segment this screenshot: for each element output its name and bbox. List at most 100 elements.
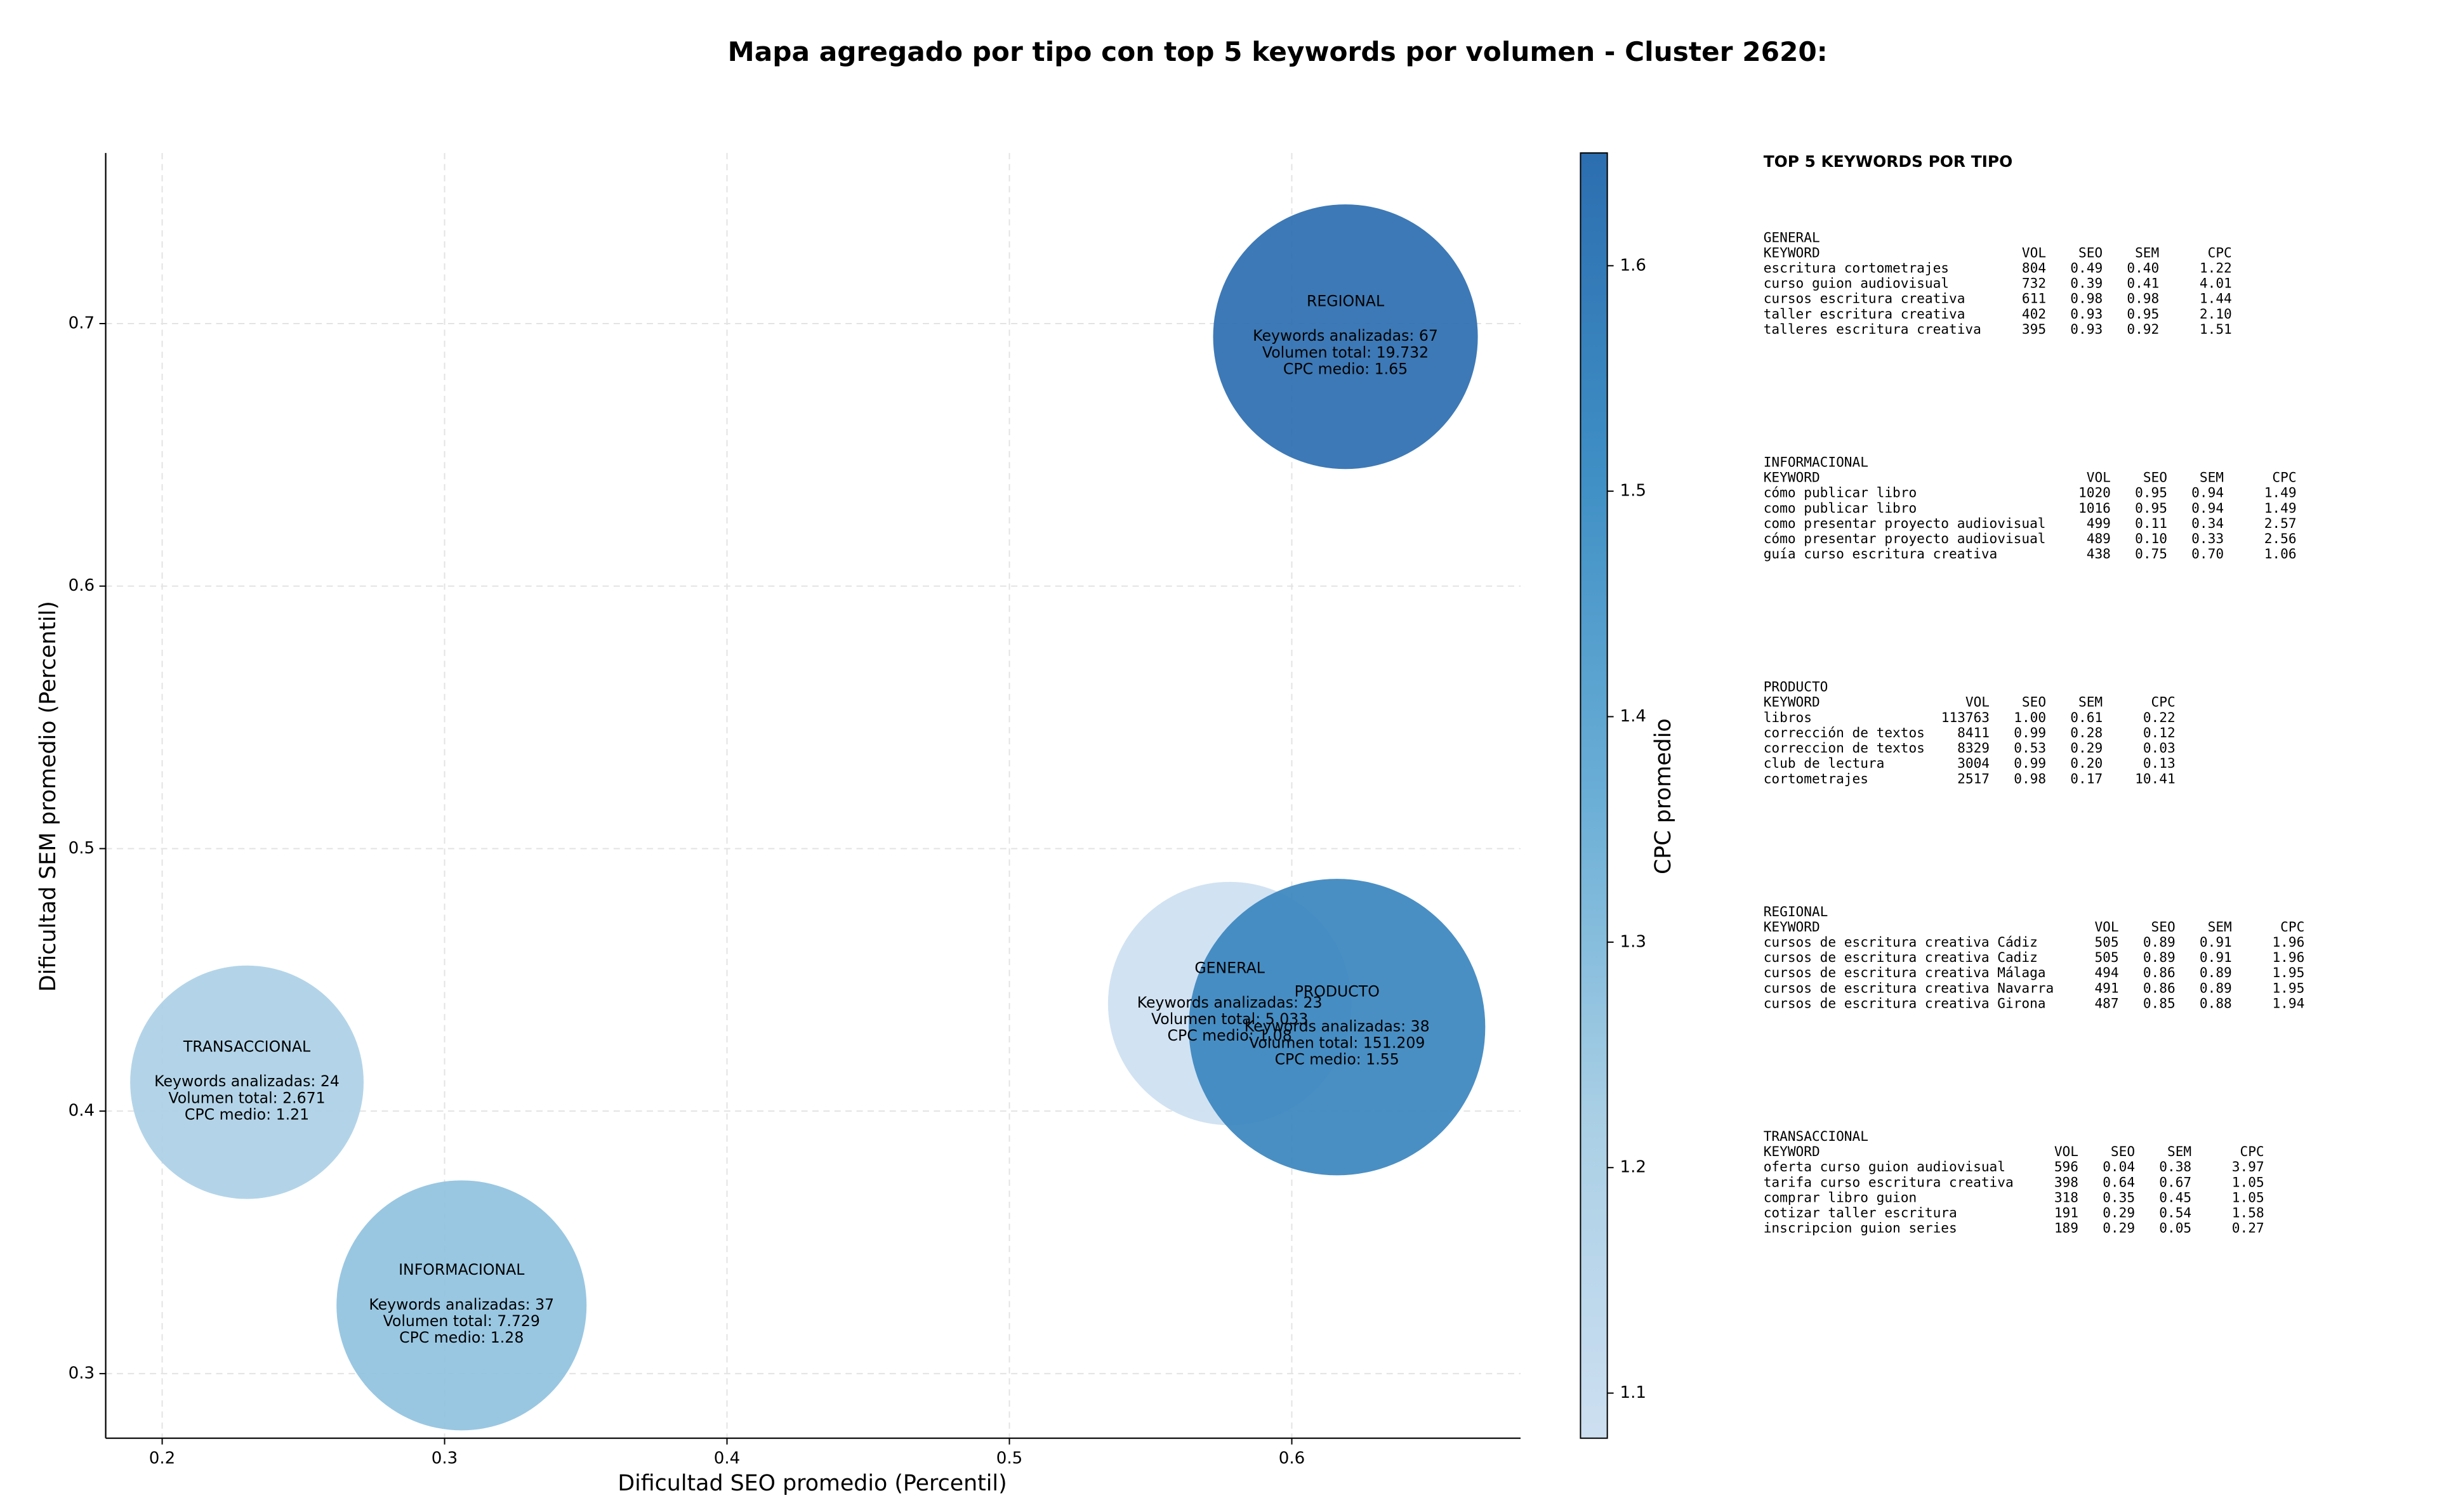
bubble-annotation: CPC medio: 1.21	[185, 1105, 309, 1123]
table-cell: tarifa curso escritura creativa	[1764, 1174, 2014, 1190]
table-cell: 191	[2054, 1205, 2078, 1221]
table-cell: 596	[2054, 1159, 2078, 1174]
table-cell: 0.98	[2127, 291, 2159, 306]
table-name: REGIONAL	[1764, 904, 1828, 919]
table-cell: 0.41	[2127, 275, 2159, 291]
table-cell: 0.11	[2135, 515, 2167, 531]
bubble-annotation: Keywords analizadas: 67	[1253, 327, 1438, 345]
y-axis-label: Dificultad SEM promedio (Percentil)	[36, 601, 61, 992]
table-cell: 0.94	[2191, 485, 2224, 501]
table-header: VOL	[1965, 694, 1990, 710]
table-cell: 1.06	[2264, 546, 2297, 562]
table-header: SEO	[2078, 244, 2103, 260]
table-header: KEYWORD	[1764, 244, 1820, 260]
table-cell: 505	[2094, 934, 2118, 950]
table-cell: 0.38	[2159, 1159, 2191, 1174]
table-cell: 0.85	[2143, 995, 2176, 1011]
panel-title: TOP 5 KEYWORDS POR TIPO	[1764, 152, 2013, 171]
bubble	[1189, 879, 1486, 1176]
table-cell: 1.51	[2200, 321, 2232, 337]
table-header: SEM	[2167, 1143, 2191, 1159]
table-cell: comprar libro guion	[1764, 1189, 1917, 1205]
table-cell: 0.95	[2135, 485, 2167, 501]
table-header: CPC	[2208, 244, 2232, 260]
table-cell: 1.05	[2232, 1189, 2264, 1205]
table-header: SEO	[2111, 1143, 2135, 1159]
table-cell: 1.49	[2264, 500, 2297, 516]
table-cell: 0.03	[2143, 740, 2176, 756]
y-tick-label: 0.6	[69, 576, 95, 595]
x-tick-label: 0.5	[996, 1449, 1022, 1468]
table-cell: 402	[2022, 306, 2046, 322]
table-cell: 0.95	[2135, 500, 2167, 516]
bubble-label: GENERAL	[1194, 959, 1265, 976]
table-cell: 0.92	[2127, 321, 2159, 337]
table-name: PRODUCTO	[1764, 679, 1828, 695]
table-cell: 499	[2087, 515, 2111, 531]
table-cell: 0.49	[2070, 260, 2103, 276]
table-cell: 1.96	[2272, 934, 2304, 950]
colorbar	[1580, 152, 1608, 1439]
table-cell: 491	[2094, 980, 2118, 996]
table-cell: 1.00	[2014, 709, 2046, 725]
table-cell: corrección de textos	[1764, 725, 1925, 740]
table-cell: 1.95	[2272, 964, 2304, 980]
bubble-annotation: CPC medio: 1.65	[1283, 360, 1408, 378]
table-header: SEO	[2151, 919, 2176, 935]
table-header: KEYWORD	[1764, 919, 1820, 935]
table-cell: correccion de textos	[1764, 740, 1925, 756]
table-cell: 0.40	[2127, 260, 2159, 276]
table-cell: 0.61	[2070, 709, 2103, 725]
table-header: SEM	[2078, 694, 2103, 710]
table-cell: 0.98	[2070, 291, 2103, 306]
table-cell: 1.22	[2200, 260, 2232, 276]
table-cell: 0.93	[2070, 306, 2103, 322]
table-cell: 0.86	[2143, 980, 2176, 996]
table-cell: 0.89	[2200, 964, 2232, 980]
table-cell: taller escritura creativa	[1764, 306, 1965, 322]
table-cell: 0.94	[2191, 500, 2224, 516]
colorbar-tick-label: 1.2	[1620, 1158, 1646, 1177]
bubble	[336, 1180, 587, 1431]
y-tick-label: 0.5	[69, 839, 95, 858]
table-header: VOL	[2022, 244, 2046, 260]
table-name: GENERAL	[1764, 229, 1820, 245]
table-cell: 2.57	[2264, 515, 2297, 531]
table-cell: 487	[2094, 995, 2118, 1011]
bubble-annotation: Volumen total: 151.209	[1249, 1034, 1425, 1051]
table-cell: 0.89	[2200, 980, 2232, 996]
table-cell: 2.10	[2200, 306, 2232, 322]
bubble-annotation: Volumen total: 7.729	[383, 1312, 540, 1330]
table-header: CPC	[2151, 694, 2176, 710]
table-cell: 1.05	[2232, 1174, 2264, 1190]
x-tick-label: 0.2	[149, 1449, 175, 1468]
table-cell: club de lectura	[1764, 755, 1885, 771]
table-cell: 494	[2094, 964, 2118, 980]
table-cell: 0.17	[2070, 770, 2103, 786]
table-cell: 8411	[1957, 725, 1990, 740]
bubble	[1213, 204, 1478, 470]
table-cell: 0.12	[2143, 725, 2176, 740]
bubble-annotation: Volumen total: 2.671	[168, 1089, 325, 1107]
table-cell: 0.75	[2135, 546, 2167, 562]
table-cell: 0.22	[2143, 709, 2176, 725]
table-cell: como publicar libro	[1764, 500, 1917, 516]
table-cell: 0.28	[2070, 725, 2103, 740]
table-cell: 505	[2094, 949, 2118, 965]
table-cell: 1.96	[2272, 949, 2304, 965]
table-cell: cursos de escritura creativa Cádiz	[1764, 934, 2038, 950]
table-cell: talleres escritura creativa	[1764, 321, 1981, 337]
chart-title: Mapa agregado por tipo con top 5 keyword…	[728, 36, 1828, 67]
bubble-label: PRODUCTO	[1295, 983, 1380, 1001]
bubble-label: INFORMACIONAL	[399, 1261, 525, 1279]
x-tick-label: 0.3	[432, 1449, 458, 1468]
table-cell: 489	[2087, 530, 2111, 546]
table-cell: 0.64	[2103, 1174, 2135, 1190]
x-axis-label: Dificultad SEO promedio (Percentil)	[618, 1471, 1007, 1496]
table-cell: 804	[2022, 260, 2046, 276]
table-cell: 0.35	[2103, 1189, 2135, 1205]
table-cell: guía curso escritura creativa	[1764, 546, 1998, 562]
table-cell: 1.58	[2232, 1205, 2264, 1221]
table-cell: cursos de escritura creativa Navarra	[1764, 980, 2054, 996]
table-cell: 0.89	[2143, 949, 2176, 965]
